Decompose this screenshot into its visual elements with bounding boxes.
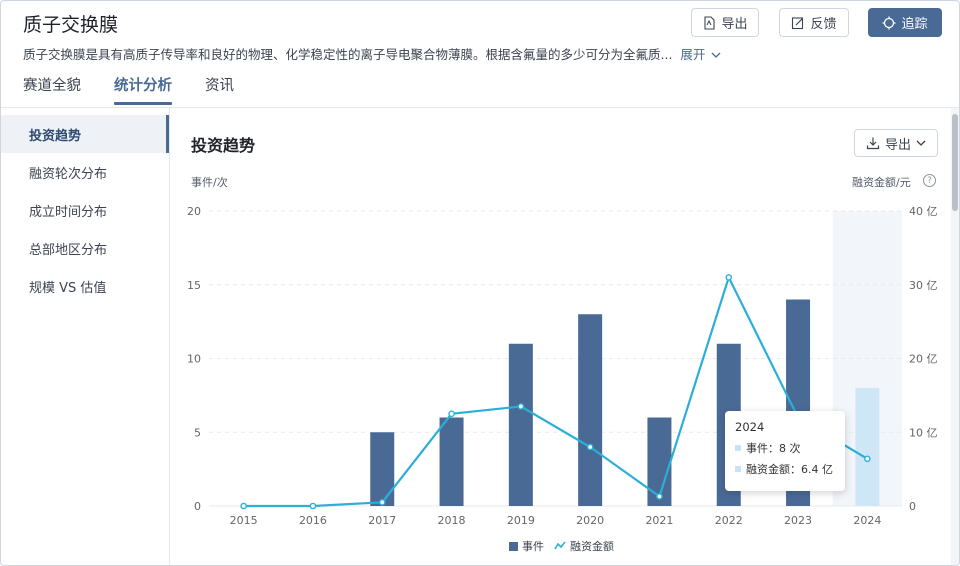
y-tick-label-right: 0: [909, 500, 916, 513]
x-tick-label: 2022: [715, 514, 743, 527]
tooltip-row-events: 事件：8 次: [735, 440, 835, 456]
y-tick-label-left: 15: [187, 279, 201, 292]
amount-point-2019: [517, 403, 525, 410]
amount-line: [243, 274, 868, 508]
help-icon[interactable]: ?: [923, 174, 936, 187]
y-axis-left-label: 事件/次: [191, 176, 228, 189]
legend-label-amount: 融资金额: [570, 540, 614, 553]
legend-item-amount[interactable]: 融资金额: [554, 538, 614, 554]
x-tick-label: 2021: [645, 514, 673, 527]
track-button[interactable]: 追踪: [868, 8, 942, 37]
legend-label-events: 事件: [522, 540, 544, 553]
amount-point-2016: [309, 502, 317, 510]
feedback-button[interactable]: 反馈: [779, 8, 849, 37]
tab-statistics[interactable]: 统计分析: [114, 74, 172, 105]
x-tick-label: 2018: [438, 514, 466, 527]
amount-point-2024: [864, 455, 871, 463]
bar-2017: [370, 432, 395, 506]
pdf-file-icon: [704, 15, 716, 30]
chevron-down-icon: [711, 52, 721, 58]
bar-2021: [647, 417, 672, 506]
tab-overview[interactable]: 赛道全貌: [23, 78, 81, 94]
amount-point-2015: [240, 502, 247, 510]
bar-2018: [439, 417, 464, 506]
tooltip-events-text: 事件：8 次: [746, 442, 801, 455]
sidebar-item-scale-vs-valuation[interactable]: 规模 VS 估值: [29, 280, 107, 296]
expand-label: 展开: [680, 47, 706, 62]
section-title: 投资趋势: [191, 136, 256, 155]
y-tick-label-left: 10: [187, 353, 201, 366]
scrollbar-track[interactable]: [951, 108, 959, 565]
track-description: 质子交换膜是具有高质子传导率和良好的物理、化学稳定性的离子导电聚合物薄膜。根据含…: [23, 44, 763, 63]
x-tick-label: 2019: [507, 514, 535, 527]
bar-2024: [855, 388, 880, 506]
chart-tooltip: 2024 事件：8 次 融资金额：6.4 亿: [725, 411, 845, 491]
sidebar: 投资趋势 融资轮次分布 成立时间分布 总部地区分布 规模 VS 估值: [1, 108, 169, 565]
x-tick-label: 2023: [784, 514, 812, 527]
y-tick-label-left: 0: [194, 500, 201, 513]
tooltip-title: 2024: [735, 420, 765, 434]
chart-export-label: 导出: [884, 137, 911, 153]
sidebar-item-funding-rounds[interactable]: 融资轮次分布: [29, 166, 108, 182]
bar-2020: [578, 314, 603, 506]
y-tick-label-right: 30 亿: [909, 279, 938, 292]
y-tick-label-right: 40 亿: [909, 205, 938, 218]
sidebar-divider: [169, 108, 170, 565]
tab-bar: 赛道全貌 统计分析 资讯: [23, 74, 234, 105]
sidebar-item-founding-time[interactable]: 成立时间分布: [29, 204, 108, 220]
tab-news[interactable]: 资讯: [205, 78, 234, 94]
crosshair-icon: [882, 16, 896, 29]
export-label: 导出: [721, 17, 748, 32]
x-tick-label: 2016: [299, 514, 327, 527]
x-tick-label: 2024: [853, 514, 881, 527]
line-series-icon: [554, 541, 566, 550]
track-label: 追踪: [901, 17, 928, 32]
export-button[interactable]: 导出: [691, 8, 759, 37]
amount-point-2022: [725, 274, 733, 281]
sidebar-item-investment-trend[interactable]: 投资趋势: [1, 115, 169, 153]
download-icon: [866, 137, 880, 150]
x-tick-label: 2017: [368, 514, 396, 527]
tooltip-events-marker: [735, 445, 741, 451]
tooltip-amount-marker: [735, 466, 741, 472]
y-tick-label-right: 20 亿: [909, 353, 938, 366]
chart-export-dropdown[interactable]: 导出: [854, 129, 938, 157]
x-tick-label: 2015: [230, 514, 258, 527]
sidebar-item-hq-region[interactable]: 总部地区分布: [29, 242, 108, 258]
amount-point-2017: [378, 499, 386, 506]
legend-swatch-events: [509, 541, 518, 551]
tooltip-row-amount: 融资金额：6.4 亿: [735, 461, 835, 477]
chart-legend: 事件 融资金额: [509, 538, 614, 554]
amount-point-2020: [586, 443, 594, 451]
tabs-divider: [1, 107, 959, 108]
y-tick-label-right: 10 亿: [909, 426, 938, 439]
y-tick-label-left: 5: [194, 426, 201, 439]
description-text: 质子交换膜是具有高质子传导率和良好的物理、化学稳定性的离子导电聚合物薄膜。根据含…: [23, 47, 673, 62]
bar-2019: [508, 343, 533, 506]
amount-point-2021: [656, 493, 663, 500]
y-tick-label-left: 20: [187, 205, 201, 218]
expand-link[interactable]: 展开: [680, 47, 721, 62]
amount-point-2018: [448, 410, 455, 418]
legend-item-events[interactable]: 事件: [509, 538, 544, 554]
y-axis-right-label: 融资金额/元: [852, 176, 911, 189]
scrollbar-thumb[interactable]: [952, 114, 958, 211]
edit-icon: [792, 16, 804, 29]
x-tick-label: 2020: [576, 514, 604, 527]
page-title: 质子交换膜: [23, 14, 119, 36]
tooltip-amount-text: 融资金额：6.4 亿: [746, 463, 833, 476]
feedback-label: 反馈: [810, 17, 837, 32]
chevron-down-icon: [916, 140, 926, 146]
